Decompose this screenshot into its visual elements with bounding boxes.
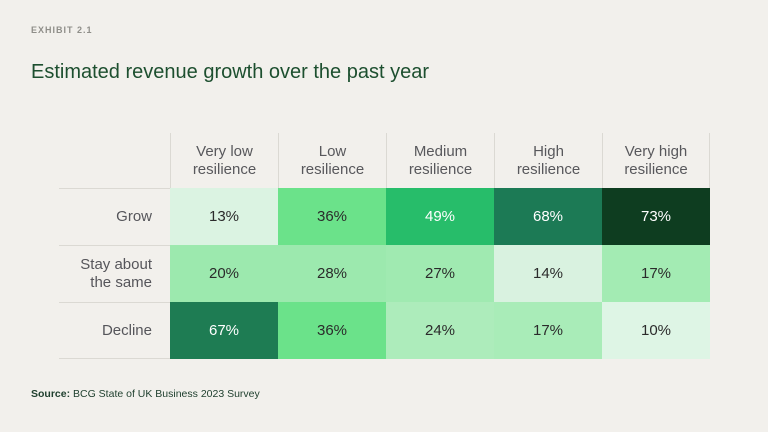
table-corner-spacer (59, 133, 170, 188)
heatmap-cell: 27% (386, 245, 494, 302)
exhibit-number-label: EXHIBIT 2.1 (31, 25, 93, 35)
heatmap-cell: 13% (170, 188, 278, 245)
heatmap-cell: 17% (494, 302, 602, 359)
heatmap-cell: 28% (278, 245, 386, 302)
page-title: Estimated revenue growth over the past y… (31, 61, 429, 83)
row-label-grow: Grow (59, 188, 170, 245)
column-header-medium-resilience: Medium resilience (386, 133, 494, 188)
source-prefix: Source: (31, 388, 71, 400)
heatmap-cell: 17% (602, 245, 710, 302)
column-header-low-resilience: Low resilience (278, 133, 386, 188)
source-text: BCG State of UK Business 2023 Survey (70, 388, 260, 400)
heatmap-cell: 20% (170, 245, 278, 302)
row-label-decline: Decline (59, 302, 170, 359)
heatmap-cell: 67% (170, 302, 278, 359)
heatmap-table: Very low resilience Low resilience Mediu… (59, 133, 710, 359)
heatmap-cell: 73% (602, 188, 710, 245)
source-note: Source: BCG State of UK Business 2023 Su… (31, 388, 260, 400)
heatmap-cell: 36% (278, 302, 386, 359)
column-header-very-low-resilience: Very low resilience (170, 133, 278, 188)
heatmap-cell: 68% (494, 188, 602, 245)
column-header-very-high-resilience: Very high resilience (602, 133, 710, 188)
heatmap-cell: 49% (386, 188, 494, 245)
row-label-stay-about-the-same: Stay about the same (59, 245, 170, 302)
heatmap-cell: 36% (278, 188, 386, 245)
heatmap-cell: 14% (494, 245, 602, 302)
heatmap-cell: 10% (602, 302, 710, 359)
heatmap-cell: 24% (386, 302, 494, 359)
column-header-high-resilience: High resilience (494, 133, 602, 188)
